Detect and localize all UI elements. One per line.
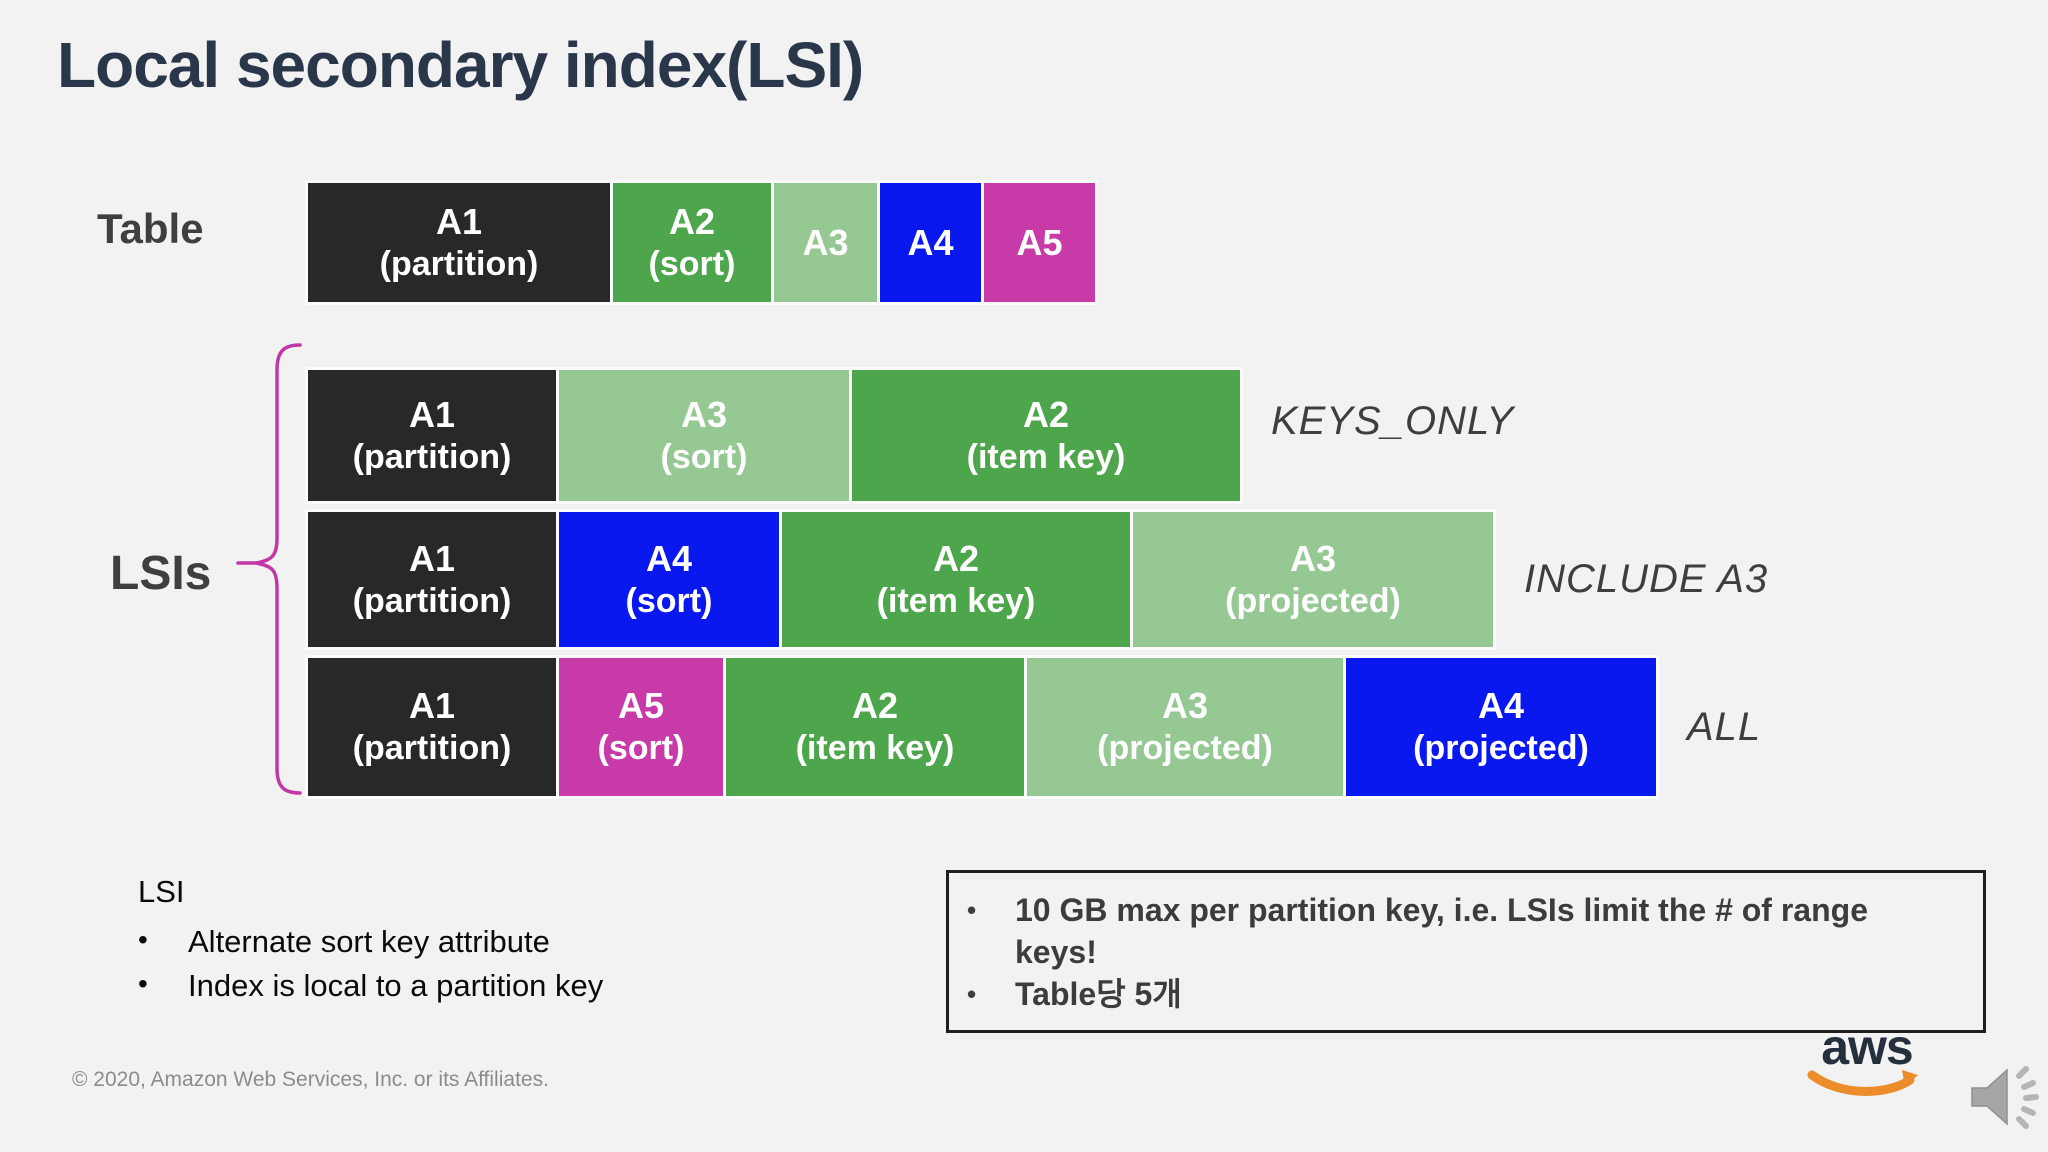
- attribute-role: (partition): [379, 244, 539, 283]
- table-attribute-row-wrap: A1 (partition) A2 (sort) A3 A4 A5: [305, 180, 1098, 305]
- attribute-block-a1: A1 (partition): [308, 370, 556, 501]
- attribute-name: A1: [435, 200, 483, 242]
- attribute-block-a2: A2 (item key): [852, 370, 1240, 501]
- attribute-role: (sort): [648, 244, 736, 283]
- copyright-text: © 2020, Amazon Web Services, Inc. or its…: [72, 1068, 549, 1091]
- lsi-group-brace-icon: [236, 343, 302, 795]
- attribute-name: A4: [907, 221, 954, 263]
- attribute-block-a4: A4: [880, 183, 981, 302]
- attribute-role: (sort): [625, 581, 713, 620]
- note-bullet: Alternate sort key attribute: [138, 920, 603, 964]
- attribute-name: A1: [408, 393, 456, 435]
- attribute-role: (sort): [660, 437, 748, 476]
- lsi-row: A1 (partition) A4 (sort) A2 (item key) A3 (proj…: [305, 509, 1768, 650]
- lsi-attribute-row: A1 (partition) A4 (sort) A2 (item key) A3 (proj…: [305, 509, 1496, 650]
- lsi-row: A1 (partition) A5 (sort) A2 (item key) A3 (proj…: [305, 655, 1768, 799]
- attribute-block-a1: A1 (partition): [308, 183, 610, 302]
- attribute-name: A3: [680, 393, 728, 435]
- attribute-block-a3: A3 (projected): [1027, 658, 1343, 796]
- lsi-row: A1 (partition) A3 (sort) A2 (item key) KEYS_ON…: [305, 367, 1768, 504]
- lsi-attribute-row: A1 (partition) A5 (sort) A2 (item key) A3 (proj…: [305, 655, 1659, 799]
- notes-heading: LSI: [138, 874, 185, 909]
- aws-smile-arrow-icon: [1807, 1070, 1918, 1096]
- callout-bullet: Table당 5개: [967, 973, 1965, 1015]
- attribute-block-a2: A2 (sort): [613, 183, 771, 302]
- attribute-block-a4: A4 (sort): [559, 512, 779, 647]
- page-title: Local secondary index(LSI): [57, 29, 864, 101]
- attribute-name: A5: [617, 685, 665, 727]
- attribute-name: A4: [645, 537, 693, 579]
- attribute-name: A5: [1016, 221, 1063, 263]
- projection-type-label: ALL: [1687, 704, 1762, 749]
- attribute-role: (item key): [876, 581, 1036, 620]
- note-text: Alternate sort key attribute: [188, 924, 550, 959]
- attribute-name: A4: [1477, 685, 1525, 727]
- attribute-name: A3: [1289, 537, 1337, 579]
- note-bullet: Index is local to a partition key: [138, 964, 603, 1008]
- attribute-block-a2: A2 (item key): [782, 512, 1130, 647]
- attribute-block-a5: A5 (sort): [559, 658, 723, 796]
- callout-text: Table당 5개: [1015, 976, 1182, 1013]
- attribute-role: (sort): [597, 729, 685, 768]
- callout-text: 10 GB max per partition key, i.e. LSIs l…: [1015, 892, 1868, 971]
- attribute-role: (partition): [352, 581, 512, 620]
- aws-logo: aws: [1806, 1022, 1926, 1100]
- attribute-block-a1: A1 (partition): [308, 512, 556, 647]
- attribute-name: A2: [1022, 393, 1070, 435]
- attribute-role: (partition): [352, 729, 512, 768]
- attribute-block-a2: A2 (item key): [726, 658, 1024, 796]
- attribute-role: (projected): [1413, 729, 1589, 768]
- lsis-label: LSIs: [110, 547, 212, 600]
- table-attribute-row: A1 (partition) A2 (sort) A3 A4 A5: [305, 180, 1098, 305]
- attribute-block-a3: A3: [774, 183, 877, 302]
- lsi-attribute-row: A1 (partition) A3 (sort) A2 (item key): [305, 367, 1243, 504]
- table-label: Table: [97, 205, 204, 252]
- attribute-role: (projected): [1097, 729, 1273, 768]
- attribute-block-a3: A3 (projected): [1133, 512, 1493, 647]
- lsi-notes: LSI Alternate sort key attribute Index i…: [138, 874, 603, 1008]
- attribute-name: A2: [932, 537, 980, 579]
- attribute-role: (item key): [795, 729, 955, 768]
- attribute-name: A1: [408, 537, 456, 579]
- attribute-role: (projected): [1225, 581, 1401, 620]
- attribute-name: A1: [408, 685, 456, 727]
- attribute-role: (item key): [966, 437, 1126, 476]
- attribute-name: A3: [1161, 685, 1209, 727]
- note-text: Index is local to a partition key: [188, 968, 604, 1004]
- limits-callout-box: 10 GB max per partition key, i.e. LSIs l…: [946, 870, 1986, 1033]
- attribute-name: A3: [802, 221, 849, 263]
- attribute-block-a4: A4 (projected): [1346, 658, 1656, 796]
- projection-type-label: INCLUDE A3: [1524, 557, 1769, 601]
- lsi-rows: A1 (partition) A3 (sort) A2 (item key) KEYS_ON…: [305, 367, 1768, 804]
- attribute-block-a1: A1 (partition): [308, 658, 556, 796]
- attribute-block-a5: A5: [984, 183, 1095, 302]
- attribute-name: A2: [668, 200, 716, 242]
- speaker-icon[interactable]: [1962, 1062, 2048, 1134]
- aws-logo-text: aws: [1821, 1019, 1914, 1075]
- projection-type-label: KEYS_ONLY: [1271, 399, 1515, 443]
- callout-bullet: 10 GB max per partition key, i.e. LSIs l…: [967, 889, 1965, 973]
- attribute-block-a3: A3 (sort): [559, 370, 849, 501]
- attribute-name: A2: [851, 685, 899, 727]
- attribute-role: (partition): [352, 437, 512, 476]
